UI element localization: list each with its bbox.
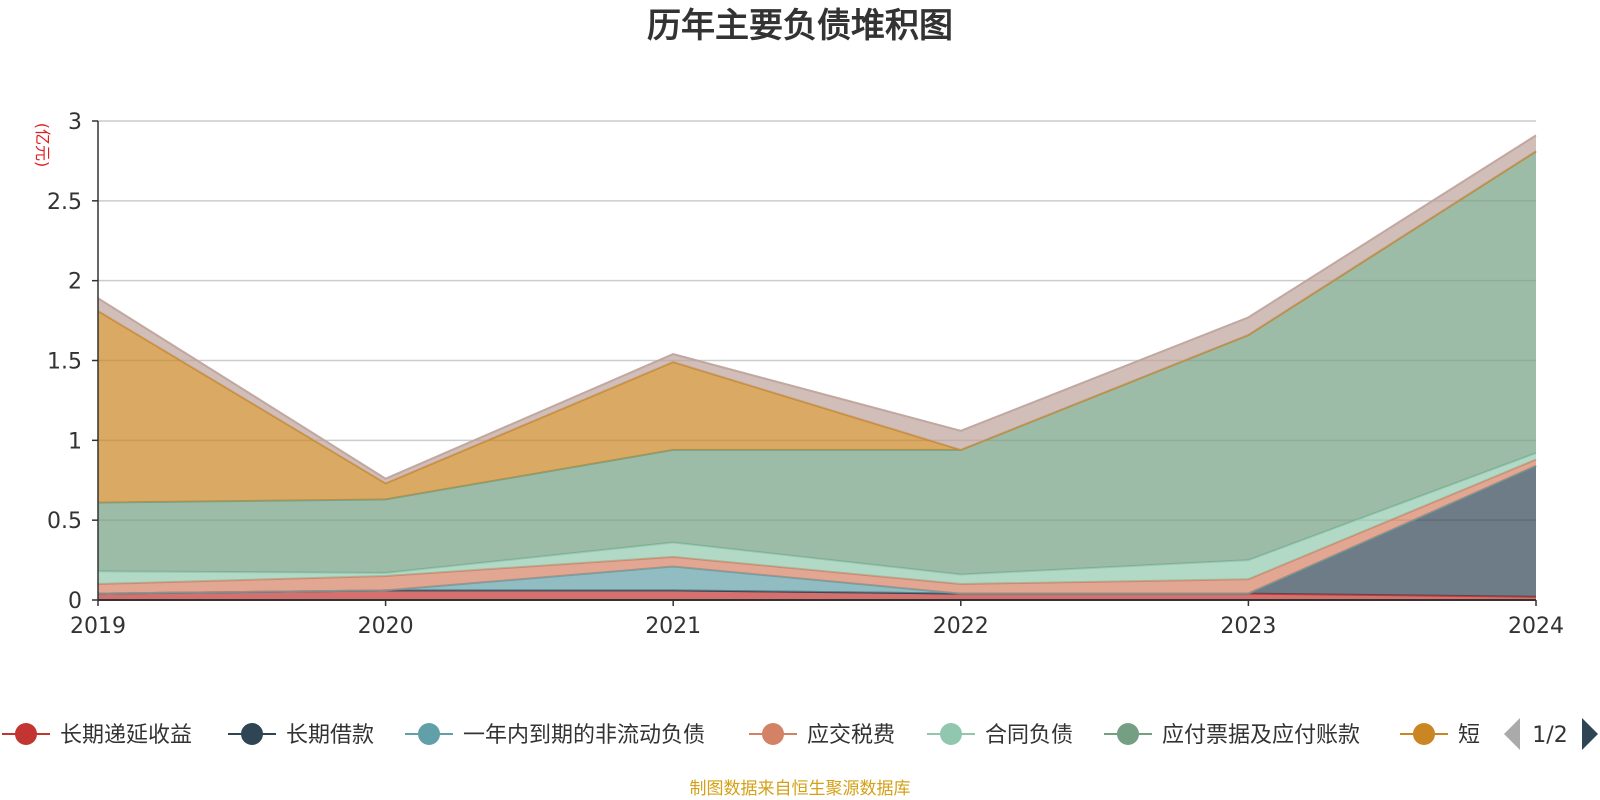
legend-marker (1413, 723, 1435, 745)
y-tick-label: 1.5 (47, 350, 82, 375)
legend-prev-icon[interactable] (1504, 718, 1520, 750)
area-series-1 (98, 465, 1536, 597)
legend-label: 短 (1458, 723, 1480, 748)
x-tick-label: 2020 (358, 614, 414, 639)
legend-label: 长期递延收益 (60, 723, 192, 748)
legend-item[interactable]: 应交税费 (749, 723, 895, 748)
legend-item[interactable]: 一年内到期的非流动负债 (405, 723, 705, 748)
area-series-line-7 (97, 134, 1537, 480)
legend-page-indicator: 1/2 (1532, 723, 1567, 748)
y-axis-unit: (亿元) (33, 123, 52, 168)
axes: 0 0.5 1 1.5 2 2.5 3 2019 2020 2021 2022 2023 2024 (47, 110, 1564, 639)
y-tick-label: 2 (68, 270, 82, 295)
x-tick-label: 2019 (70, 614, 126, 639)
legend-marker (762, 723, 784, 745)
chart-title: 历年主要负债堆积图 (647, 6, 953, 46)
x-tick-label: 2023 (1220, 614, 1276, 639)
y-tick-label: 3 (68, 110, 82, 135)
legend-next-icon[interactable] (1582, 718, 1598, 750)
data-source-note: 制图数据来自恒生聚源数据库 (690, 779, 911, 799)
x-tick-label: 2021 (645, 614, 701, 639)
legend-item[interactable]: 长期借款 (228, 723, 374, 748)
y-tick-label: 0 (68, 589, 82, 614)
area-series-5 (98, 151, 1536, 575)
legend-item[interactable]: 合同负债 (927, 723, 1073, 748)
series-areas (97, 134, 1537, 600)
area-series-0 (98, 590, 1536, 600)
y-tick-label: 1 (68, 429, 82, 454)
legend-item[interactable]: 应付票据及应付账款 (1104, 723, 1360, 748)
legend-marker (15, 723, 37, 745)
legend-item[interactable]: 长期递延收益 (2, 723, 192, 748)
legend-marker (1117, 723, 1139, 745)
area-series-6 (98, 151, 1536, 503)
legend-label: 长期借款 (286, 723, 374, 748)
legend-marker (940, 723, 962, 745)
y-tick-label: 0.5 (47, 509, 82, 534)
legend-label: 合同负债 (985, 723, 1073, 748)
legend-pager: 1/2 (1504, 718, 1598, 750)
legend-label: 应交税费 (807, 723, 895, 748)
legend-marker (418, 723, 440, 745)
legend-label: 应付票据及应付账款 (1162, 723, 1360, 748)
x-tick-label: 2022 (933, 614, 989, 639)
y-tick-label: 2.5 (47, 190, 82, 215)
x-tick-label: 2024 (1508, 614, 1564, 639)
legend-label: 一年内到期的非流动负债 (463, 723, 705, 748)
legend-item[interactable]: 短 (1400, 723, 1480, 748)
legend-marker (241, 723, 263, 745)
legend: 长期递延收益 长期借款 一年内到期的非流动负债 应交税费 合同负债 应付票据及应付账款 短 (2, 723, 1480, 748)
